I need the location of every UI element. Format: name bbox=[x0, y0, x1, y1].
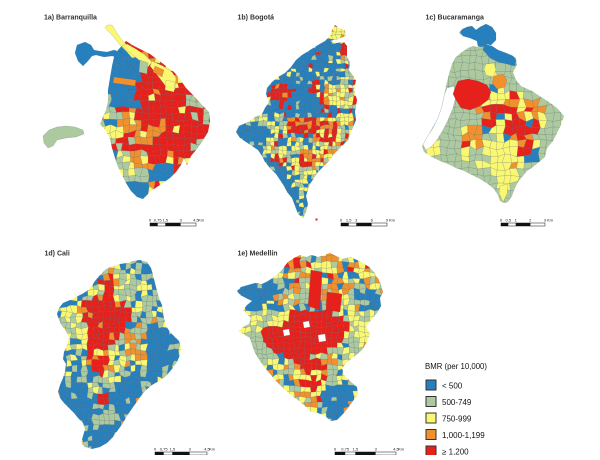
svg-text:1c) Bucaramanga: 1c) Bucaramanga bbox=[426, 15, 484, 22]
svg-text:Km: Km bbox=[198, 218, 205, 223]
svg-text:BMR (per 10,000): BMR (per 10,000) bbox=[425, 362, 487, 371]
svg-text:1,000-1,199: 1,000-1,199 bbox=[442, 431, 485, 440]
svg-text:4,5: 4,5 bbox=[393, 447, 399, 452]
svg-text:1b) Bogotá: 1b) Bogotá bbox=[238, 15, 275, 22]
svg-text:1,5: 1,5 bbox=[170, 447, 176, 452]
svg-text:3: 3 bbox=[355, 218, 358, 223]
svg-text:500-749: 500-749 bbox=[442, 398, 472, 407]
svg-text:< 500: < 500 bbox=[442, 382, 463, 391]
svg-text:1d) Cali: 1d) Cali bbox=[45, 251, 70, 258]
svg-text:9: 9 bbox=[386, 218, 389, 223]
svg-text:0: 0 bbox=[154, 447, 157, 452]
svg-text:1a) Barranquilla: 1a) Barranquilla bbox=[44, 15, 97, 22]
svg-text:4,5: 4,5 bbox=[204, 447, 210, 452]
svg-text:Km: Km bbox=[209, 447, 216, 452]
svg-text:0,75: 0,75 bbox=[160, 447, 169, 452]
svg-text:0,75: 0,75 bbox=[341, 447, 350, 452]
svg-text:0: 0 bbox=[334, 447, 337, 452]
svg-text:3: 3 bbox=[375, 447, 378, 452]
svg-text:3: 3 bbox=[544, 218, 547, 223]
svg-text:0,75: 0,75 bbox=[154, 218, 163, 223]
svg-text:0: 0 bbox=[149, 218, 152, 223]
svg-text:Km: Km bbox=[389, 218, 396, 223]
svg-text:Km: Km bbox=[547, 218, 554, 223]
svg-text:3: 3 bbox=[189, 447, 192, 452]
svg-text:1: 1 bbox=[515, 218, 518, 223]
svg-text:2: 2 bbox=[529, 218, 532, 223]
svg-text:0: 0 bbox=[500, 218, 503, 223]
svg-text:1,5: 1,5 bbox=[353, 447, 359, 452]
svg-text:6: 6 bbox=[371, 218, 374, 223]
svg-text:Km: Km bbox=[398, 447, 405, 452]
svg-text:0: 0 bbox=[340, 218, 343, 223]
svg-text:1,5: 1,5 bbox=[346, 218, 352, 223]
svg-text:3: 3 bbox=[180, 218, 183, 223]
svg-text:1,5: 1,5 bbox=[163, 218, 169, 223]
svg-text:≥ 1,200: ≥ 1,200 bbox=[442, 448, 469, 456]
svg-text:750-999: 750-999 bbox=[442, 415, 472, 424]
svg-text:0,5: 0,5 bbox=[506, 218, 512, 223]
svg-text:4,5: 4,5 bbox=[193, 218, 199, 223]
svg-text:1e) Medellín: 1e) Medellín bbox=[238, 251, 278, 258]
